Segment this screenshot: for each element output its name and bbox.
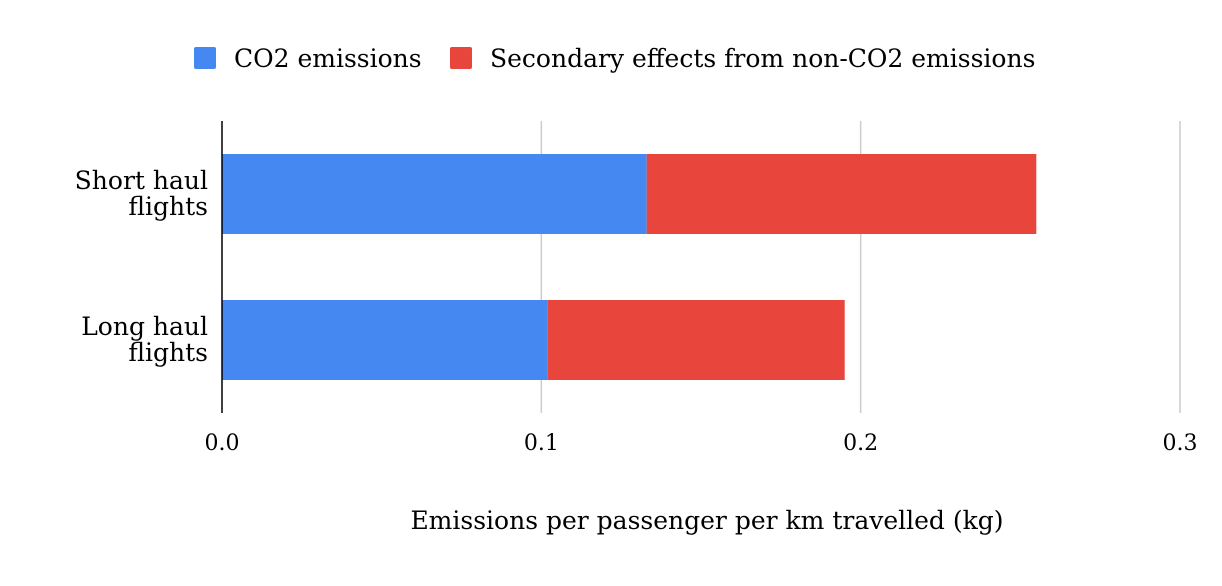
x-tick-label-0: 0.0 xyxy=(205,431,240,456)
x-tick-label-1: 0.1 xyxy=(524,431,559,456)
x-tick-label-2: 0.2 xyxy=(843,431,878,456)
bars xyxy=(222,154,1037,380)
category-label-1: Long haul flights xyxy=(81,312,208,367)
bar-1-series-0 xyxy=(222,300,548,380)
category-label-0: Short haul flights xyxy=(75,166,208,221)
category-labels: Short haul flights Long haul flights xyxy=(75,166,208,367)
legend: CO2 emissions Secondary effects from non… xyxy=(194,44,1035,73)
bar-0-series-0 xyxy=(222,154,647,234)
x-tick-labels: 0.0 0.1 0.2 0.3 xyxy=(205,431,1198,456)
legend-swatch-non-co2 xyxy=(450,47,472,69)
x-tick-label-3: 0.3 xyxy=(1163,431,1198,456)
bar-1-series-1 xyxy=(547,300,845,380)
legend-label-non-co2: Secondary effects from non-CO2 emissions xyxy=(490,44,1035,73)
bar-0-series-1 xyxy=(646,154,1037,234)
legend-swatch-co2 xyxy=(194,47,216,69)
x-axis-title: Emissions per passenger per km travelled… xyxy=(410,506,1003,535)
legend-label-co2: CO2 emissions xyxy=(234,44,422,73)
